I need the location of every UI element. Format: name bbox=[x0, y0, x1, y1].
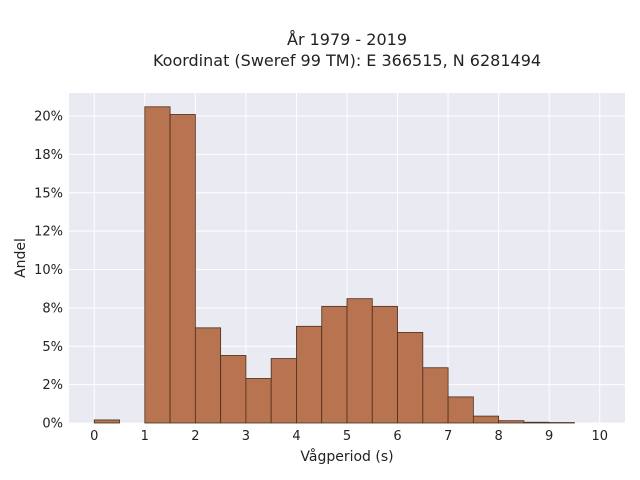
bar-13 bbox=[447, 396, 474, 424]
bar-10 bbox=[371, 305, 398, 424]
chart-title-line-1: År 1979 - 2019 bbox=[287, 30, 407, 49]
y-tick-label: 8% bbox=[42, 301, 63, 316]
y-tick-label: 20% bbox=[34, 110, 63, 125]
x-tick-label: 5 bbox=[343, 429, 351, 444]
bar-6 bbox=[270, 358, 297, 424]
x-tick-label: 6 bbox=[393, 429, 401, 444]
bar-2 bbox=[169, 114, 196, 424]
bar-4 bbox=[220, 355, 247, 424]
bar-11 bbox=[397, 332, 424, 424]
bar-5 bbox=[245, 378, 272, 424]
bar-14 bbox=[472, 415, 500, 424]
y-axis-label: Andel bbox=[13, 238, 29, 278]
x-axis-ticks: 0 1 2 3 4 5 6 7 8 9 10 bbox=[90, 429, 608, 444]
bar-12 bbox=[422, 367, 449, 424]
bar-9 bbox=[346, 298, 373, 424]
bar-0 bbox=[93, 419, 120, 424]
bar-16 bbox=[523, 421, 550, 424]
x-tick-label: 0 bbox=[90, 429, 98, 444]
bars bbox=[93, 106, 575, 424]
bar-3 bbox=[194, 327, 222, 424]
x-tick-label: 2 bbox=[191, 429, 199, 444]
y-tick-label: 15% bbox=[34, 186, 63, 201]
x-tick-label: 4 bbox=[292, 429, 300, 444]
chart-title-line-2: Koordinat (Sweref 99 TM): E 366515, N 62… bbox=[153, 51, 541, 70]
bar-15 bbox=[498, 420, 525, 424]
x-tick-label: 10 bbox=[591, 429, 608, 444]
bar-7 bbox=[296, 325, 323, 424]
y-tick-label: 10% bbox=[34, 263, 63, 278]
y-tick-label: 2% bbox=[42, 378, 63, 393]
x-tick-label: 3 bbox=[242, 429, 250, 444]
x-tick-label: 7 bbox=[444, 429, 452, 444]
y-tick-label: 0% bbox=[42, 417, 63, 432]
x-tick-label: 1 bbox=[141, 429, 149, 444]
y-tick-label: 12% bbox=[34, 225, 63, 240]
x-tick-label: 9 bbox=[545, 429, 553, 444]
x-tick-label: 8 bbox=[494, 429, 502, 444]
bar-1 bbox=[144, 106, 171, 424]
y-tick-label: 18% bbox=[34, 148, 63, 163]
x-axis-label: Vågperiod (s) bbox=[300, 448, 393, 465]
y-axis-ticks: 0% 2% 5% 8% 10% 12% 15% 18% 20% bbox=[34, 110, 63, 432]
bar-8 bbox=[321, 305, 348, 424]
y-tick-label: 5% bbox=[42, 340, 63, 355]
